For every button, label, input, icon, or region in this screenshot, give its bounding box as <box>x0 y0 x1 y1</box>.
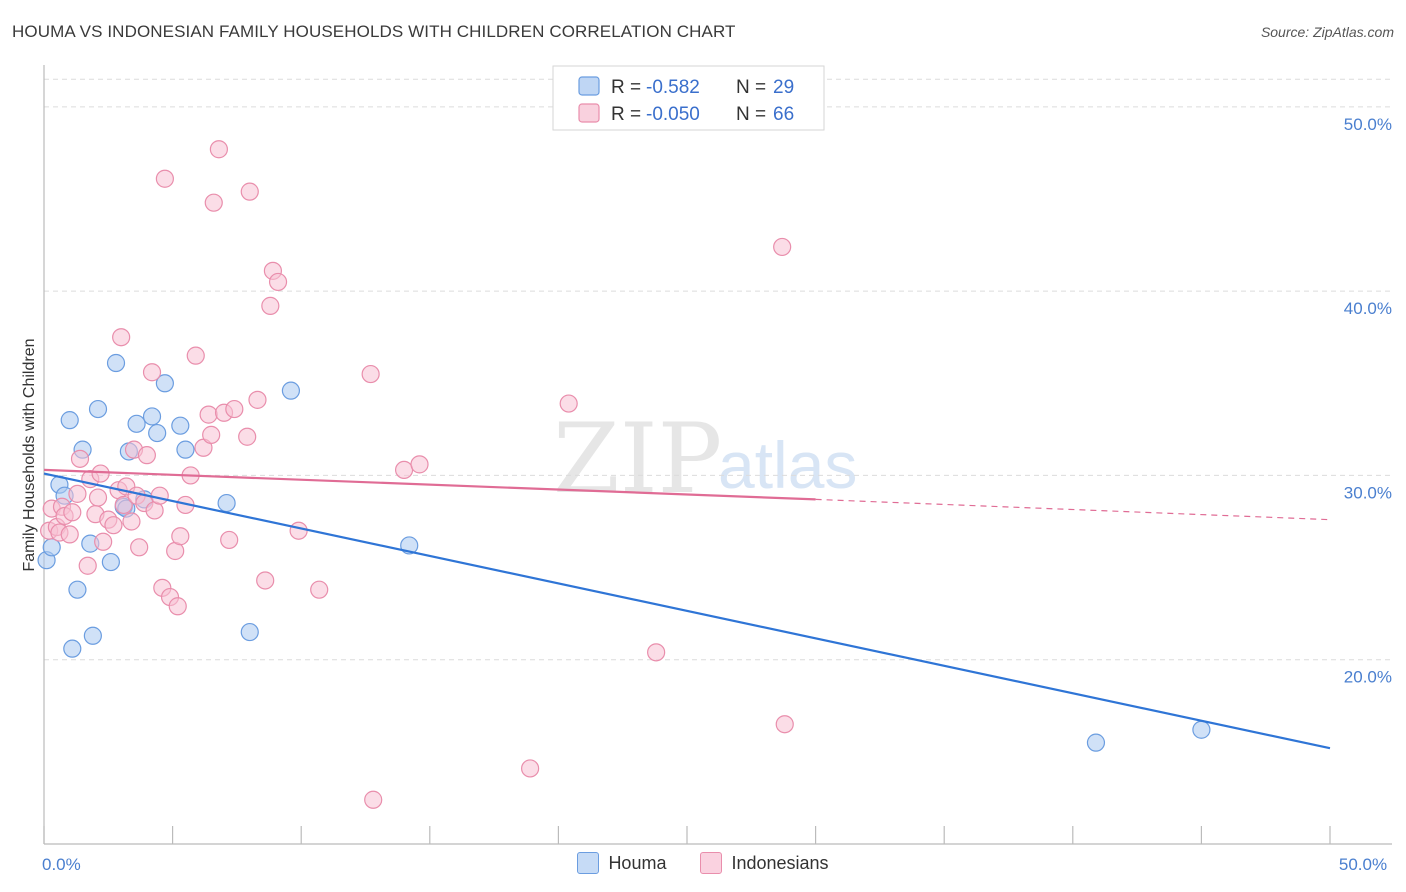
legend-label-indonesians: Indonesians <box>731 852 829 873</box>
data-point <box>209 140 228 159</box>
data-point <box>256 571 275 590</box>
data-point <box>155 374 174 393</box>
data-point <box>394 460 414 479</box>
data-point <box>94 532 113 551</box>
stats-n-value: 29 <box>773 77 794 98</box>
data-point <box>217 493 236 513</box>
data-point <box>261 296 280 315</box>
watermark-zip: ZIP <box>553 403 722 515</box>
data-point <box>88 488 108 507</box>
data-point <box>101 552 120 572</box>
stats-r-label: R = <box>611 77 641 98</box>
stats-legend: R = -0.582 N = 29 R = -0.050 N = 66 <box>552 65 825 131</box>
data-point <box>220 530 239 550</box>
bottom-legend: Houma Indonesians <box>0 852 1406 874</box>
data-point <box>1192 720 1211 739</box>
data-point <box>171 416 190 435</box>
y-tick-label: 20.0% <box>1344 668 1392 687</box>
legend-swatch-indonesians <box>700 852 723 874</box>
stats-n-value: 66 <box>773 104 794 125</box>
stats-swatch <box>578 76 600 96</box>
data-point <box>281 381 301 400</box>
data-point <box>155 169 174 188</box>
data-point <box>410 455 429 474</box>
y-tick-label: 30.0% <box>1344 483 1392 502</box>
data-point <box>122 512 141 531</box>
data-point <box>78 556 97 575</box>
data-point <box>60 525 79 544</box>
data-point <box>83 626 102 645</box>
data-point <box>60 411 79 430</box>
data-point <box>171 527 190 546</box>
data-point <box>106 353 126 373</box>
data-point <box>137 446 156 465</box>
stats-r-value: -0.050 <box>646 104 700 125</box>
stats-n-label: N = <box>736 104 766 125</box>
y-tick-label: 40.0% <box>1344 299 1392 318</box>
stats-swatch <box>578 103 600 123</box>
watermark-atlas: atlas <box>718 428 857 502</box>
data-point <box>775 715 794 734</box>
data-point <box>168 597 187 616</box>
data-point <box>202 425 221 444</box>
data-point <box>773 237 792 257</box>
data-point <box>112 328 131 347</box>
data-point <box>114 495 133 515</box>
trend-line-indonesians <box>43 468 816 501</box>
data-point <box>1086 733 1106 752</box>
data-point <box>361 364 380 384</box>
chart-source: Source: ZipAtlas.com <box>1260 24 1394 40</box>
data-point <box>199 405 218 424</box>
data-point <box>127 414 146 433</box>
data-point <box>68 484 87 503</box>
data-point <box>68 580 87 599</box>
y-tick-label: 50.0% <box>1344 115 1392 134</box>
stats-r-value: -0.582 <box>646 77 700 98</box>
data-point <box>88 399 108 419</box>
stats-n-label: N = <box>736 77 766 98</box>
data-point <box>142 407 162 426</box>
data-point <box>310 580 329 599</box>
legend-label-houma: Houma <box>608 852 667 873</box>
data-point <box>289 521 308 540</box>
data-point <box>104 516 123 535</box>
data-point <box>225 399 244 419</box>
chart-title: HOUMA VS INDONESIAN FAMILY HOUSEHOLDS WI… <box>12 22 736 41</box>
data-point <box>63 639 82 658</box>
x-tick-label: 0.0% <box>42 855 81 874</box>
data-point <box>70 449 90 468</box>
data-point <box>142 363 162 382</box>
data-point <box>521 759 540 778</box>
data-point <box>248 390 267 409</box>
data-point <box>559 394 578 413</box>
data-point <box>364 790 383 809</box>
data-point <box>148 423 167 443</box>
data-point <box>176 440 195 459</box>
data-point <box>647 643 666 662</box>
legend-item-indonesians[interactable]: Indonesians <box>700 852 829 874</box>
data-point <box>186 346 205 365</box>
data-point <box>204 193 223 212</box>
data-point <box>150 486 169 505</box>
data-point <box>130 538 149 557</box>
stats-r-label: R = <box>611 104 641 125</box>
data-point <box>240 182 259 201</box>
legend-item-houma[interactable]: Houma <box>577 852 666 874</box>
data-point <box>91 464 110 483</box>
x-tick-label: 50.0% <box>1339 855 1387 874</box>
legend-swatch-houma <box>577 852 600 874</box>
trend-line-dashed-indonesians <box>815 498 1331 521</box>
data-point <box>268 272 288 292</box>
data-point <box>238 427 257 446</box>
series-indonesians <box>40 140 794 809</box>
data-point <box>63 503 82 522</box>
data-point <box>240 622 259 642</box>
trend-line-houma <box>43 472 1331 750</box>
